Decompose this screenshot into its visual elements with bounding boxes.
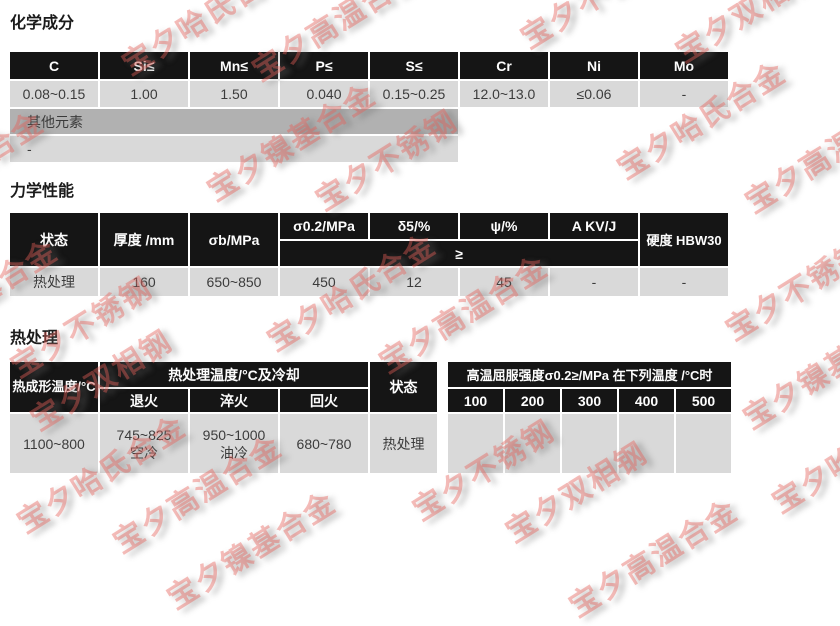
mech-value-state: 热处理: [10, 268, 98, 296]
chem-value-ni: ≤0.06: [550, 81, 638, 107]
mech-value-row: 热处理 160 650~850 450 12 45 - -: [10, 268, 728, 296]
heat-value-quench: 950~1000 油冷: [190, 414, 278, 473]
heat-col-header-forming-temp: 热成形温度/°C: [10, 362, 98, 412]
heat-value-quench-range: 950~1000: [202, 426, 266, 443]
mech-col-header-thickness: 厚度 /mm: [100, 213, 188, 266]
chem-value-mn: 1.50: [190, 81, 278, 107]
section-title-chemical-composition: 化学成分: [10, 15, 75, 32]
chemical-composition-table: C Si≤ Mn≤ P≤ S≤ Cr Ni Mo 0.08~0.15 1.00 …: [8, 50, 730, 164]
mech-col-header-state: 状态: [10, 213, 98, 266]
chem-value-row: 0.08~0.15 1.00 1.50 0.040 0.15~0.25 12.0…: [10, 81, 728, 107]
mech-col-header-psi: ψ/%: [460, 213, 548, 239]
heat-treatment-table: 热成形温度/°C 热处理温度/°C及冷却 状态 退火 淬火 回火 1100~80…: [8, 360, 439, 475]
chem-other-elements-value-row: -: [10, 136, 728, 162]
yield-temp-200: 200: [505, 389, 560, 412]
yield-value-200: [505, 414, 560, 473]
yield-group-header: 高温屈服强度σ0.2≥/MPa 在下列温度 /°C时: [448, 362, 731, 387]
chem-value-c: 0.08~0.15: [10, 81, 98, 107]
mech-value-sigma02: 450: [280, 268, 368, 296]
chem-value-s: 0.15~0.25: [370, 81, 458, 107]
yield-temp-500: 500: [676, 389, 731, 412]
yield-value-100: [448, 414, 503, 473]
mech-value-akv: -: [550, 268, 638, 296]
heat-value-forming-temp: 1100~800: [10, 414, 98, 473]
mech-header-row-1: 状态 厚度 /mm σb/MPa σ0.2/MPa δ5/% ψ/% A KV/…: [10, 213, 728, 266]
mech-col-header-akv: A KV/J: [550, 213, 638, 239]
heat-value-temper: 680~780: [280, 414, 368, 473]
chem-value-p: 0.040: [280, 81, 368, 107]
chem-col-header-mo: Mo: [640, 52, 728, 79]
chem-other-elements-row: 其他元素: [10, 109, 728, 134]
chem-col-header-si: Si≤: [100, 52, 188, 79]
chem-col-header-mn: Mn≤: [190, 52, 278, 79]
chem-header-row: C Si≤ Mn≤ P≤ S≤ Cr Ni Mo: [10, 52, 728, 79]
mech-col-header-delta5: δ5/%: [370, 213, 458, 239]
chem-other-elements-value: -: [10, 136, 458, 162]
section-title-heat-treatment: 热处理: [10, 330, 59, 347]
heat-header-row-1: 热成形温度/°C 热处理温度/°C及冷却 状态: [10, 362, 437, 412]
yield-value-row: [448, 414, 731, 473]
mech-value-thickness: 160: [100, 268, 188, 296]
yield-temp-100: 100: [448, 389, 503, 412]
yield-temp-300: 300: [562, 389, 617, 412]
heat-value-anneal-range: 745~825: [116, 426, 172, 443]
heat-col-header-temper: 回火: [280, 389, 368, 412]
mech-value-psi: 45: [460, 268, 548, 296]
heat-value-anneal: 745~825 空冷: [100, 414, 188, 473]
yield-value-300: [562, 414, 617, 473]
yield-temp-row: 100 200 300 400 500: [448, 389, 731, 412]
mech-value-delta5: 12: [370, 268, 458, 296]
chem-col-header-cr: Cr: [460, 52, 548, 79]
watermark-text: 宝夕哈氏合金: [766, 390, 840, 520]
heat-value-row: 1100~800 745~825 空冷 950~1000 油冷 680~780 …: [10, 414, 437, 473]
mech-value-sigma-b: 650~850: [190, 268, 278, 296]
high-temp-yield-strength-table: 高温屈服强度σ0.2≥/MPa 在下列温度 /°C时 100 200 300 4…: [446, 360, 733, 475]
section-title-mechanical-properties: 力学性能: [10, 183, 75, 200]
chem-other-elements-label: 其他元素: [10, 109, 458, 134]
watermark-text: 宝夕高温合金: [739, 90, 840, 220]
watermark-text: 宝夕高温合金: [563, 494, 745, 624]
heat-col-header-state: 状态: [370, 362, 437, 412]
chem-col-header-c: C: [10, 52, 98, 79]
yield-temp-400: 400: [619, 389, 674, 412]
heat-col-header-quench: 淬火: [190, 389, 278, 412]
watermark-text: 宝夕不锈钢: [720, 234, 840, 348]
mech-col-header-sigma-b: σb/MPa: [190, 213, 278, 266]
watermark-text: 宝夕镍基合金: [161, 486, 343, 616]
mech-value-hardness: -: [640, 268, 728, 296]
yield-value-500: [676, 414, 731, 473]
mech-col-header-sigma02: σ0.2/MPa: [280, 213, 368, 239]
watermark-text: 宝夕镍基合金: [737, 306, 840, 436]
chem-value-si: 1.00: [100, 81, 188, 107]
heat-value-state: 热处理: [370, 414, 437, 473]
heat-value-anneal-cooling: 空冷: [130, 444, 158, 461]
chem-col-header-p: P≤: [280, 52, 368, 79]
chem-value-mo: -: [640, 81, 728, 107]
chem-col-header-ni: Ni: [550, 52, 638, 79]
heat-value-quench-cooling: 油冷: [220, 444, 248, 461]
yield-value-400: [619, 414, 674, 473]
mech-col-header-hardness: 硬度 HBW30: [640, 213, 728, 266]
mechanical-properties-table: 状态 厚度 /mm σb/MPa σ0.2/MPa δ5/% ψ/% A KV/…: [8, 211, 730, 298]
watermark-text: 宝夕不锈钢: [510, 0, 669, 57]
mech-ge-symbol: ≥: [280, 241, 638, 266]
heat-col-header-anneal: 退火: [100, 389, 188, 412]
chem-col-header-s: S≤: [370, 52, 458, 79]
chem-value-cr: 12.0~13.0: [460, 81, 548, 107]
yield-header-row: 高温屈服强度σ0.2≥/MPa 在下列温度 /°C时: [448, 362, 731, 387]
heat-group-header-treatment: 热处理温度/°C及冷却: [100, 362, 368, 387]
mech-header-row-2: ≥: [10, 241, 728, 266]
heat-header-row-2: 退火 淬火 回火: [10, 389, 437, 412]
